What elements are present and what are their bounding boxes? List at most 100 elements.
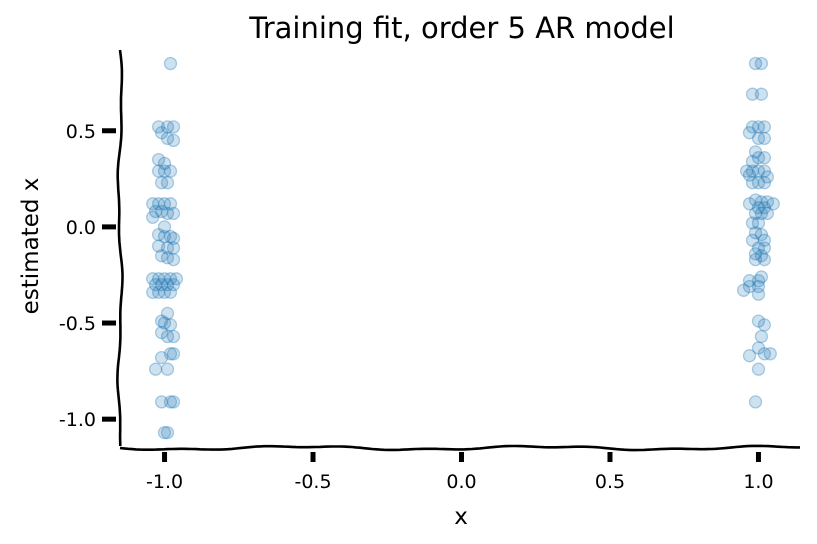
data-point bbox=[757, 347, 772, 361]
data-point bbox=[748, 247, 763, 261]
data-point bbox=[757, 241, 772, 255]
data-point bbox=[757, 151, 772, 165]
data-point bbox=[757, 201, 772, 215]
data-point bbox=[748, 56, 763, 71]
data-point bbox=[151, 197, 166, 211]
data-point bbox=[148, 362, 163, 376]
data-point bbox=[151, 272, 166, 286]
data-point bbox=[745, 164, 760, 178]
data-point bbox=[154, 350, 169, 365]
data-point bbox=[154, 314, 169, 328]
data-point bbox=[748, 226, 763, 240]
data-point bbox=[757, 233, 772, 247]
data-point bbox=[754, 329, 769, 344]
data-point bbox=[157, 272, 172, 286]
data-point bbox=[163, 229, 178, 244]
x-tick-label: 0.0 bbox=[446, 471, 476, 493]
data-point bbox=[742, 197, 757, 211]
data-point bbox=[757, 131, 772, 146]
data-point bbox=[163, 197, 178, 211]
data-point bbox=[154, 277, 169, 292]
data-point bbox=[160, 176, 175, 190]
data-point bbox=[754, 249, 769, 263]
data-point bbox=[742, 349, 757, 363]
data-point bbox=[751, 279, 766, 294]
data-point bbox=[736, 283, 751, 297]
data-point bbox=[163, 347, 178, 361]
data-point bbox=[166, 120, 181, 134]
x-axis-ticks: -1.0 -0.5 0.0 0.5 1.0 bbox=[146, 452, 774, 493]
data-point bbox=[751, 241, 766, 255]
data-point bbox=[745, 216, 760, 230]
data-point bbox=[745, 233, 760, 247]
data-point bbox=[760, 206, 775, 221]
data-point bbox=[157, 156, 172, 171]
data-point bbox=[751, 314, 766, 328]
data-point bbox=[742, 274, 757, 288]
data-point bbox=[748, 395, 763, 409]
data-point bbox=[160, 251, 175, 265]
data-point bbox=[751, 341, 766, 355]
data-point bbox=[742, 126, 757, 140]
data-point bbox=[157, 229, 172, 244]
data-point bbox=[754, 56, 769, 71]
data-point bbox=[160, 329, 175, 344]
data-point bbox=[739, 164, 754, 178]
data-point bbox=[766, 197, 780, 211]
data-point bbox=[757, 176, 772, 190]
x-tick-label: -1.0 bbox=[146, 471, 183, 493]
data-point bbox=[160, 306, 175, 321]
data-point bbox=[151, 120, 166, 134]
data-point bbox=[166, 206, 181, 221]
data-point bbox=[751, 151, 766, 165]
data-point bbox=[160, 131, 175, 146]
data-point bbox=[763, 347, 777, 361]
y-tick-label: 0.5 bbox=[66, 121, 96, 143]
data-point bbox=[757, 120, 772, 134]
y-tick-label: 0.0 bbox=[66, 217, 96, 239]
data-point bbox=[760, 170, 775, 184]
data-point bbox=[154, 176, 169, 190]
data-points bbox=[146, 56, 780, 440]
x-tick-label: -0.5 bbox=[294, 471, 331, 493]
data-point bbox=[751, 287, 766, 301]
data-point bbox=[745, 154, 760, 169]
data-point bbox=[751, 216, 766, 230]
data-point bbox=[166, 133, 181, 148]
data-point bbox=[154, 204, 169, 219]
data-point bbox=[160, 120, 175, 134]
y-axis-label: estimated x bbox=[18, 178, 44, 315]
data-point bbox=[160, 362, 175, 376]
data-point bbox=[751, 164, 766, 178]
x-axis-spine bbox=[119, 444, 800, 452]
data-point bbox=[146, 272, 160, 286]
data-point bbox=[166, 395, 181, 409]
data-point bbox=[163, 56, 178, 71]
data-point bbox=[751, 362, 766, 376]
data-point bbox=[748, 145, 763, 159]
data-point bbox=[751, 120, 766, 134]
data-point bbox=[160, 425, 175, 440]
data-point bbox=[146, 285, 160, 299]
data-point bbox=[757, 252, 772, 267]
data-point bbox=[151, 227, 166, 242]
x-axis-label: x bbox=[454, 504, 468, 530]
y-tick-label: -1.0 bbox=[59, 409, 96, 431]
data-point bbox=[742, 279, 757, 294]
y-tick-label: -0.5 bbox=[59, 313, 96, 335]
data-point bbox=[157, 197, 172, 211]
data-point bbox=[751, 201, 766, 215]
data-point bbox=[157, 316, 172, 330]
data-point bbox=[166, 277, 181, 292]
data-point bbox=[163, 318, 178, 332]
data-point bbox=[148, 204, 163, 219]
data-point bbox=[154, 395, 169, 409]
data-point bbox=[754, 206, 769, 221]
data-point bbox=[745, 176, 760, 190]
y-axis-ticks: -1.0 -0.5 0.0 0.5 bbox=[59, 121, 116, 431]
data-point bbox=[163, 164, 178, 178]
data-point bbox=[151, 164, 166, 178]
data-point bbox=[166, 231, 181, 246]
data-point bbox=[154, 249, 169, 263]
